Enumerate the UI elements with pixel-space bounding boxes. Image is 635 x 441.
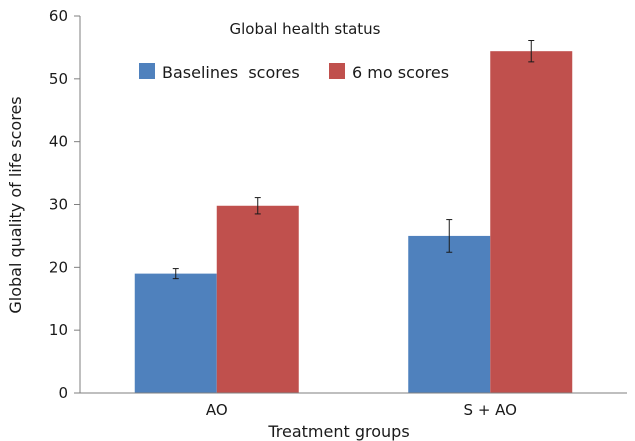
- y-tick-label: 10: [49, 321, 68, 339]
- legend: Baselines scores 6 mo scores: [139, 63, 449, 82]
- bar: [216, 205, 299, 393]
- legend-swatch-6mo: [329, 63, 345, 79]
- y-tick-label: 50: [49, 70, 68, 88]
- x-tick-label: S + AO: [464, 401, 517, 419]
- y-tick-label: 40: [49, 133, 68, 151]
- error-bar: [172, 268, 179, 280]
- y-tick-label: 0: [58, 384, 68, 402]
- y-tick-label: 30: [49, 196, 68, 214]
- plot-area: [74, 15, 573, 394]
- x-tick-label: AO: [206, 401, 228, 419]
- legend-label-baseline: Baselines scores: [162, 63, 300, 82]
- y-axis-title: Global quality of life scores: [6, 96, 25, 313]
- error-bar: [528, 40, 535, 63]
- y-tick-label: 60: [49, 7, 68, 25]
- bar: [490, 51, 573, 393]
- legend-label-6mo: 6 mo scores: [352, 63, 449, 82]
- x-axis-title: Treatment groups: [267, 422, 409, 441]
- bar: [134, 273, 217, 393]
- y-tick-label: 20: [49, 258, 68, 276]
- chart-title: Global health status: [230, 20, 381, 38]
- error-bar: [254, 197, 261, 215]
- bar: [408, 235, 491, 393]
- error-bar: [446, 219, 453, 253]
- legend-swatch-baseline: [139, 63, 155, 79]
